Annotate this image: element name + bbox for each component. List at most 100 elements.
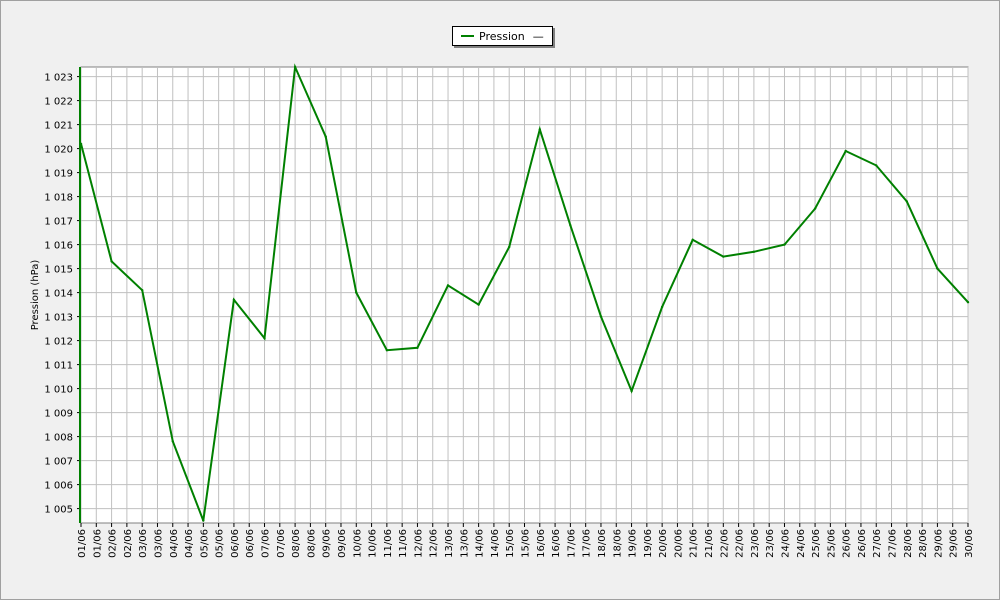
x-tick-label: 12/06 [429,529,440,558]
data-point [599,315,603,318]
data-point [324,135,327,138]
y-tick-label: 1 005 [44,505,73,516]
legend-marker: — [532,29,544,43]
x-tick-label: 16/06 [551,529,562,558]
y-axis-title: Pression (hPa) [30,260,41,331]
data-point [508,245,511,249]
y-tick-label: 1 007 [44,457,73,468]
x-tick-label: 28/06 [918,529,929,558]
x-tick-label: 09/06 [322,529,333,558]
data-point [783,243,786,246]
x-tick-label: 23/06 [750,529,761,558]
data-point [79,142,83,145]
series-line-pression [80,63,969,521]
x-tick-label: 14/06 [475,529,486,558]
x-tick-label: 01/06 [92,529,103,558]
x-tick-label: 24/06 [780,529,791,558]
data-point [141,289,144,292]
y-tick-label: 1 016 [44,241,73,252]
x-tick-label: 06/06 [230,529,241,558]
x-tick-label: 21/06 [689,529,700,558]
x-tick-label: 29/06 [949,529,960,558]
x-tick-label: 03/06 [138,529,149,558]
data-point [477,303,480,306]
x-tick-label: 25/06 [811,529,822,558]
data-point [293,65,297,69]
data-point [813,207,817,210]
x-tick-label: 06/06 [245,529,256,558]
x-tick-label: 04/06 [184,529,195,558]
data-point [171,440,174,443]
y-tick-label: 1 015 [44,265,73,276]
y-tick-label: 1 014 [44,289,73,300]
y-tick-label: 1 023 [44,73,73,84]
x-tick-label: 16/06 [536,529,547,558]
data-point [722,255,725,258]
x-tick-label: 19/06 [628,529,639,558]
y-axis-ticks: 1 005 1 006 1 007 1 008 1 009 1 010 1 011 1 012… [44,73,81,516]
x-axis-ticks: 01/06 01/06 02/06 02/06 03/06 03/06 04/06 04/06… [77,523,975,558]
data-point [905,200,908,203]
x-tick-label: 15/06 [521,529,532,558]
y-tick-label: 1 008 [44,433,73,444]
x-tick-label: 07/06 [276,529,287,558]
y-tick-label: 1 010 [44,385,73,396]
x-tick-label: 22/06 [735,529,746,558]
data-point [232,298,236,301]
legend: Pression — [452,26,553,46]
x-tick-label: 15/06 [505,529,516,558]
x-tick-label: 09/06 [337,529,348,558]
x-tick-label: 19/06 [643,529,654,558]
y-tick-label: 1 012 [44,337,73,348]
data-point [660,305,664,309]
data-point [110,260,113,263]
y-tick-label: 1 021 [44,121,73,132]
data-point [691,238,694,241]
data-point [875,164,878,167]
x-tick-label: 20/06 [673,529,684,558]
data-point [844,149,847,153]
x-tick-label: 08/06 [291,529,302,558]
data-points [79,65,970,522]
y-tick-label: 1 011 [44,361,73,372]
y-tick-label: 1 022 [44,97,73,108]
data-point [385,349,389,352]
x-tick-label: 13/06 [444,529,455,558]
x-tick-label: 25/06 [826,529,837,558]
x-tick-label: 26/06 [857,529,868,558]
x-tick-label: 30/06 [964,529,975,558]
x-tick-label: 05/06 [199,529,210,558]
x-tick-label: 01/06 [77,529,88,558]
x-tick-label: 05/06 [215,529,226,558]
data-point [202,519,205,522]
x-tick-label: 29/06 [933,529,944,558]
x-tick-label: 27/06 [872,529,883,558]
x-tick-label: 18/06 [597,529,608,558]
x-tick-label: 22/06 [719,529,730,558]
y-tick-label: 1 020 [44,145,73,156]
x-tick-label: 17/06 [566,529,577,558]
x-tick-label: 28/06 [903,529,914,558]
data-point [355,291,358,294]
x-tick-label: 11/06 [383,529,394,558]
data-point [936,267,939,270]
data-point [752,250,756,253]
x-tick-label: 10/06 [352,529,363,558]
y-tick-label: 1 019 [44,169,73,180]
data-point [630,389,633,393]
data-point [538,128,541,131]
x-tick-label: 12/06 [413,529,424,558]
y-tick-label: 1 017 [44,217,73,228]
x-tick-label: 17/06 [582,529,593,558]
y-tick-label: 1 013 [44,313,73,324]
x-tick-label: 04/06 [169,529,180,558]
x-tick-label: 10/06 [368,529,379,558]
data-point [416,346,419,349]
grid [80,67,969,523]
x-tick-label: 27/06 [888,529,899,558]
x-tick-label: 26/06 [842,529,853,558]
legend-label: Pression [479,29,525,43]
data-point [263,337,266,340]
x-tick-label: 24/06 [796,529,807,558]
